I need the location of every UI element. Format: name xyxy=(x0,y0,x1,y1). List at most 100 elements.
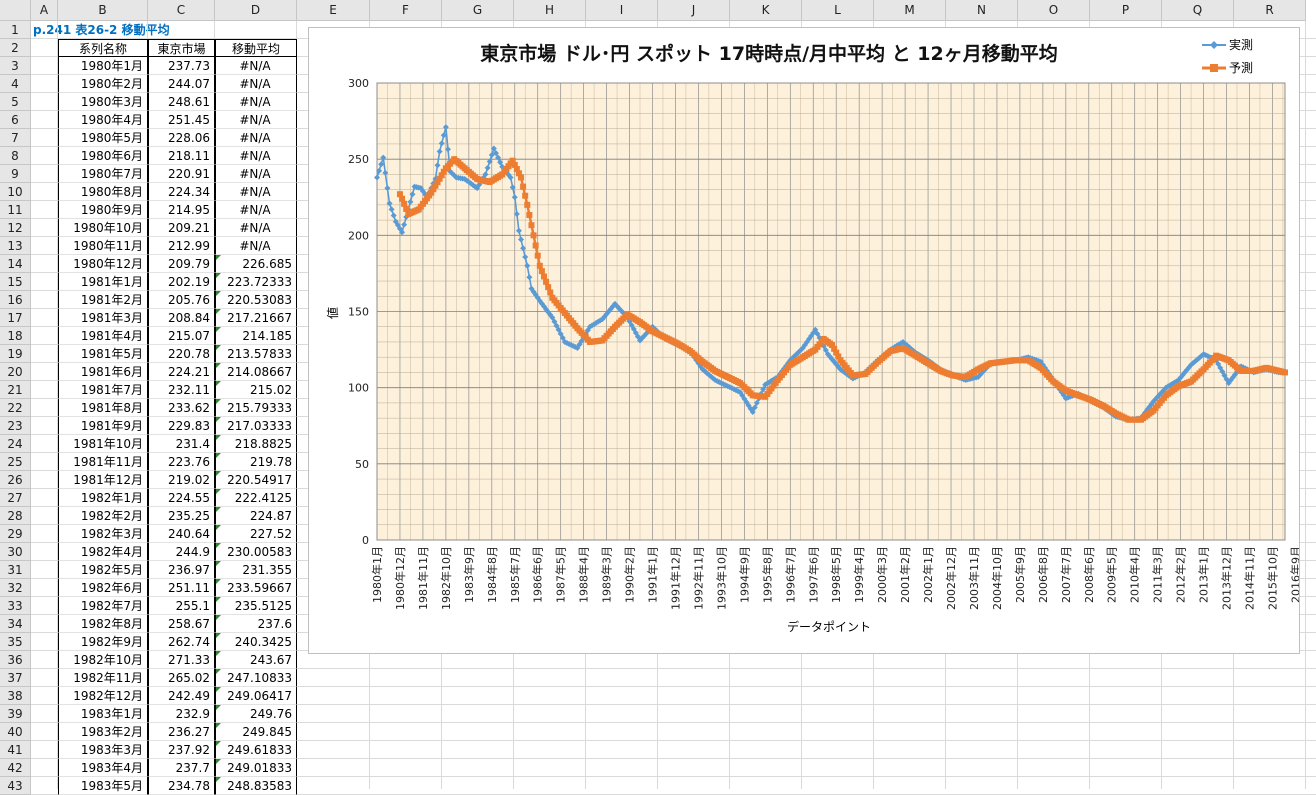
data-cell-series-name[interactable]: 1981年7月 xyxy=(58,381,148,399)
row-header-39[interactable]: 39 xyxy=(0,705,31,723)
data-cell-tokyo[interactable]: 232.11 xyxy=(148,381,215,399)
column-header-m[interactable]: M xyxy=(874,0,946,21)
data-cell-tokyo[interactable]: 244.07 xyxy=(148,75,215,93)
data-cell-series-name[interactable]: 1982年5月 xyxy=(58,561,148,579)
row-header-29[interactable]: 29 xyxy=(0,525,31,543)
data-cell-tokyo[interactable]: 219.02 xyxy=(148,471,215,489)
header-cell-2[interactable]: 東京市場 xyxy=(148,39,215,57)
data-cell-tokyo[interactable]: 205.76 xyxy=(148,291,215,309)
data-cell-tokyo[interactable]: 244.9 xyxy=(148,543,215,561)
header-cell-3[interactable]: 移動平均 xyxy=(215,39,297,57)
data-cell-moving-average[interactable]: #N/A xyxy=(215,201,297,219)
data-cell-series-name[interactable]: 1982年8月 xyxy=(58,615,148,633)
data-cell-series-name[interactable]: 1980年4月 xyxy=(58,111,148,129)
data-cell-moving-average[interactable]: 247.10833 xyxy=(215,669,297,687)
column-header-n[interactable]: N xyxy=(946,0,1018,21)
data-cell-series-name[interactable]: 1982年7月 xyxy=(58,597,148,615)
column-header-l[interactable]: L xyxy=(802,0,874,21)
data-cell-tokyo[interactable]: 265.02 xyxy=(148,669,215,687)
column-header-c[interactable]: C xyxy=(148,0,215,21)
data-cell-series-name[interactable]: 1982年2月 xyxy=(58,507,148,525)
data-cell-series-name[interactable]: 1982年1月 xyxy=(58,489,148,507)
row-header-3[interactable]: 3 xyxy=(0,57,31,75)
row-header-31[interactable]: 31 xyxy=(0,561,31,579)
data-cell-moving-average[interactable]: 223.72333 xyxy=(215,273,297,291)
data-cell-moving-average[interactable]: 235.5125 xyxy=(215,597,297,615)
data-cell-series-name[interactable]: 1983年4月 xyxy=(58,759,148,777)
column-header-a[interactable]: A xyxy=(31,0,58,21)
data-cell-tokyo[interactable]: 208.84 xyxy=(148,309,215,327)
data-cell-series-name[interactable]: 1980年5月 xyxy=(58,129,148,147)
data-cell-series-name[interactable]: 1982年12月 xyxy=(58,687,148,705)
column-header-p[interactable]: P xyxy=(1090,0,1162,21)
data-cell-tokyo[interactable]: 212.99 xyxy=(148,237,215,255)
row-header-37[interactable]: 37 xyxy=(0,669,31,687)
data-cell-series-name[interactable]: 1981年9月 xyxy=(58,417,148,435)
data-cell-tokyo[interactable]: 237.7 xyxy=(148,759,215,777)
data-cell-tokyo[interactable]: 255.1 xyxy=(148,597,215,615)
data-cell-tokyo[interactable]: 271.33 xyxy=(148,651,215,669)
data-cell-moving-average[interactable]: 217.21667 xyxy=(215,309,297,327)
data-cell-moving-average[interactable]: 249.06417 xyxy=(215,687,297,705)
row-header-28[interactable]: 28 xyxy=(0,507,31,525)
row-header-18[interactable]: 18 xyxy=(0,327,31,345)
data-cell-tokyo[interactable]: 215.07 xyxy=(148,327,215,345)
row-header-1[interactable]: 1 xyxy=(0,21,31,39)
data-cell-moving-average[interactable]: 226.685 xyxy=(215,255,297,273)
select-all-corner[interactable] xyxy=(0,0,31,21)
data-cell-tokyo[interactable]: 258.67 xyxy=(148,615,215,633)
data-cell-moving-average[interactable]: 220.54917 xyxy=(215,471,297,489)
column-header-g[interactable]: G xyxy=(442,0,514,21)
data-cell-tokyo[interactable]: 224.34 xyxy=(148,183,215,201)
data-cell-tokyo[interactable]: 235.25 xyxy=(148,507,215,525)
data-cell-tokyo[interactable]: 237.73 xyxy=(148,57,215,75)
data-cell-moving-average[interactable]: 213.57833 xyxy=(215,345,297,363)
line-chart[interactable]: 東京市場 ドル･円 スポット 17時時点/月中平均 と 12ヶ月移動平均 実測 … xyxy=(308,27,1300,654)
data-cell-tokyo[interactable]: 220.78 xyxy=(148,345,215,363)
data-cell-moving-average[interactable]: 220.53083 xyxy=(215,291,297,309)
data-cell-series-name[interactable]: 1983年5月 xyxy=(58,777,148,795)
data-cell-moving-average[interactable]: #N/A xyxy=(215,57,297,75)
cell-a1-title[interactable]: p.241 表26-2 移動平均 xyxy=(33,23,170,37)
data-cell-series-name[interactable]: 1980年2月 xyxy=(58,75,148,93)
row-header-40[interactable]: 40 xyxy=(0,723,31,741)
data-cell-series-name[interactable]: 1981年4月 xyxy=(58,327,148,345)
data-cell-series-name[interactable]: 1980年12月 xyxy=(58,255,148,273)
column-header-r[interactable]: R xyxy=(1234,0,1306,21)
row-header-13[interactable]: 13 xyxy=(0,237,31,255)
data-cell-series-name[interactable]: 1982年4月 xyxy=(58,543,148,561)
column-header-q[interactable]: Q xyxy=(1162,0,1234,21)
data-cell-series-name[interactable]: 1982年3月 xyxy=(58,525,148,543)
data-cell-series-name[interactable]: 1982年11月 xyxy=(58,669,148,687)
column-header-i[interactable]: I xyxy=(586,0,658,21)
column-header-h[interactable]: H xyxy=(514,0,586,21)
row-header-41[interactable]: 41 xyxy=(0,741,31,759)
data-cell-series-name[interactable]: 1980年8月 xyxy=(58,183,148,201)
data-cell-tokyo[interactable]: 231.4 xyxy=(148,435,215,453)
data-cell-tokyo[interactable]: 202.19 xyxy=(148,273,215,291)
data-cell-moving-average[interactable]: 233.59667 xyxy=(215,579,297,597)
row-header-14[interactable]: 14 xyxy=(0,255,31,273)
row-header-24[interactable]: 24 xyxy=(0,435,31,453)
data-cell-series-name[interactable]: 1982年6月 xyxy=(58,579,148,597)
column-header-o[interactable]: O xyxy=(1018,0,1090,21)
data-cell-moving-average[interactable]: 249.61833 xyxy=(215,741,297,759)
row-header-21[interactable]: 21 xyxy=(0,381,31,399)
data-cell-moving-average[interactable]: #N/A xyxy=(215,147,297,165)
header-cell-1[interactable]: 系列名称 xyxy=(58,39,148,57)
row-header-42[interactable]: 42 xyxy=(0,759,31,777)
data-cell-tokyo[interactable]: 214.95 xyxy=(148,201,215,219)
row-header-15[interactable]: 15 xyxy=(0,273,31,291)
data-cell-tokyo[interactable]: 220.91 xyxy=(148,165,215,183)
data-cell-series-name[interactable]: 1981年1月 xyxy=(58,273,148,291)
data-cell-moving-average[interactable]: #N/A xyxy=(215,129,297,147)
data-cell-tokyo[interactable]: 236.97 xyxy=(148,561,215,579)
data-cell-moving-average[interactable]: #N/A xyxy=(215,183,297,201)
data-cell-series-name[interactable]: 1980年9月 xyxy=(58,201,148,219)
data-cell-moving-average[interactable]: 230.00583 xyxy=(215,543,297,561)
data-cell-series-name[interactable]: 1980年3月 xyxy=(58,93,148,111)
row-header-27[interactable]: 27 xyxy=(0,489,31,507)
data-cell-moving-average[interactable]: 249.01833 xyxy=(215,759,297,777)
data-cell-moving-average[interactable]: 224.87 xyxy=(215,507,297,525)
row-header-2[interactable]: 2 xyxy=(0,39,31,57)
